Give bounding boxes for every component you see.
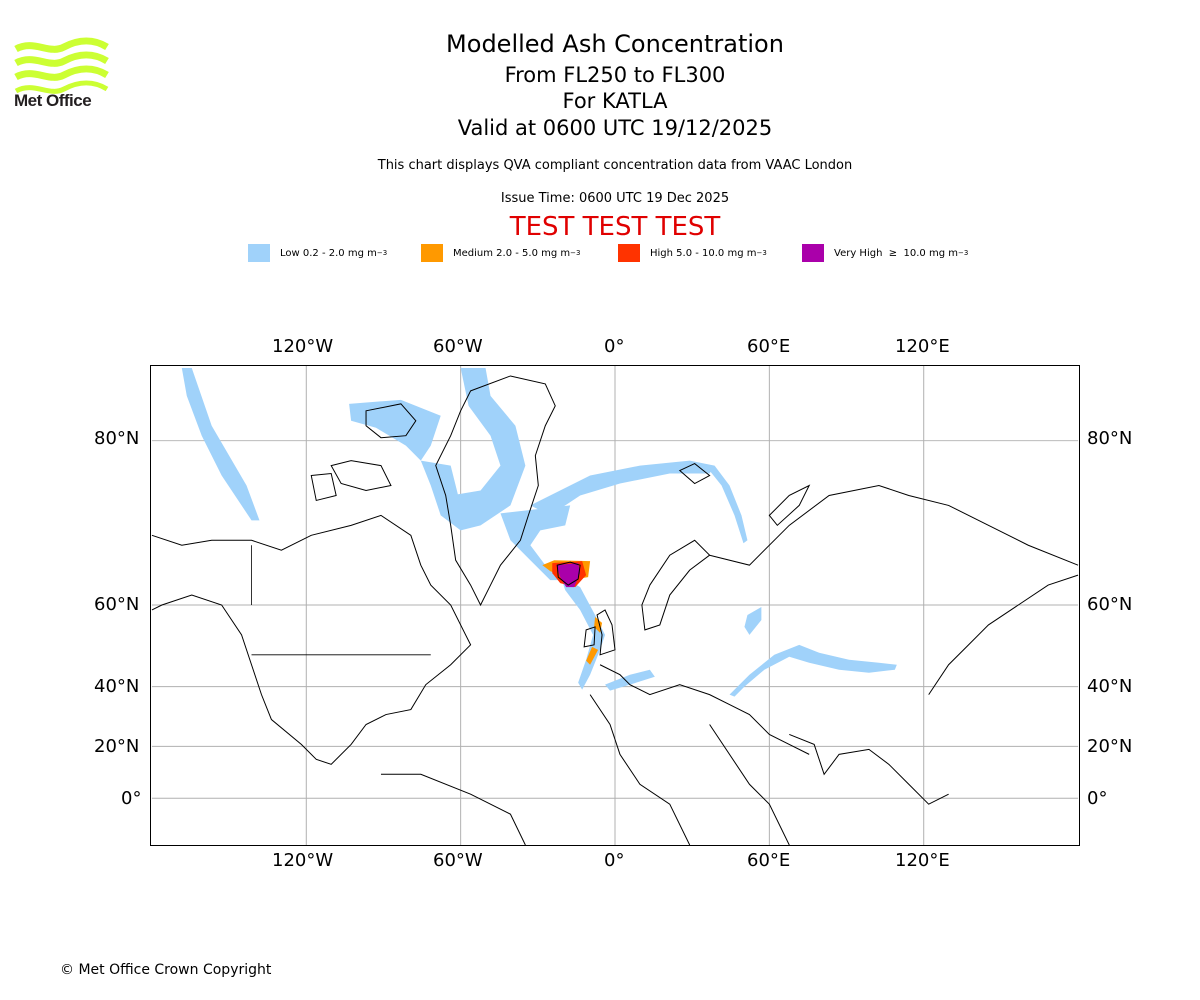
lon-tick-top: 120°W (272, 336, 334, 357)
legend-high-label: High 5.0 - 10.0 mg m (650, 247, 757, 259)
legend-very-high-swatch (802, 244, 824, 262)
lon-tick-bottom: 0° (604, 850, 625, 871)
flight-level-range: From FL250 to FL300 (504, 63, 726, 87)
lat-tick-left: 0° (121, 788, 142, 809)
chart-title: Modelled Ash Concentration (446, 30, 784, 58)
lat-tick-right: 0° (1087, 788, 1108, 809)
met-office-logo-text: Met Office (14, 91, 92, 110)
legend-high-swatch (618, 244, 640, 262)
coastlines (151, 375, 1079, 845)
ash-low-regions (181, 367, 897, 697)
legend-medium-swatch (421, 244, 443, 262)
lat-tick-left: 40°N (94, 676, 140, 697)
lat-tick-left: 60°N (94, 594, 140, 615)
legend-medium: Medium 2.0 - 5.0 mg m −3 (421, 244, 580, 262)
legend-very-high: Very High ≥ 10.0 mg m −3 (802, 244, 968, 262)
lon-tick-bottom: 120°E (895, 850, 950, 871)
volcano-name: For KATLA (562, 89, 668, 113)
test-banner: TEST TEST TEST (509, 212, 721, 242)
legend-unit-exponent: −3 (957, 249, 969, 257)
legend-unit-exponent: −3 (756, 249, 767, 257)
met-office-logo-icon (14, 37, 109, 94)
legend-high: High 5.0 - 10.0 mg m −3 (618, 244, 767, 262)
lon-tick-bottom: 120°W (272, 850, 334, 871)
legend-very-high-label: Very High ≥ 10.0 mg m (834, 247, 958, 259)
lon-tick-top: 0° (604, 336, 625, 357)
lat-tick-left: 80°N (94, 428, 140, 449)
chart-description: This chart displays QVA compliant concen… (377, 158, 853, 173)
legend-low-label: Low 0.2 - 2.0 mg m (280, 247, 377, 259)
lat-tick-right: 60°N (1087, 594, 1133, 615)
legend-unit-exponent: −3 (376, 249, 388, 257)
lat-tick-right: 20°N (1087, 736, 1133, 757)
legend-unit-exponent: −3 (570, 249, 581, 257)
lon-tick-bottom: 60°W (433, 850, 483, 871)
legend-low-swatch (248, 244, 270, 262)
valid-time: Valid at 0600 UTC 19/12/2025 (457, 116, 773, 140)
legend-low: Low 0.2 - 2.0 mg m −3 (248, 244, 387, 262)
ash-concentration-map[interactable] (150, 365, 1080, 846)
legend-medium-label: Medium 2.0 - 5.0 mg m (453, 247, 571, 259)
copyright-notice: © Met Office Crown Copyright (60, 962, 272, 978)
lat-tick-left: 20°N (94, 736, 140, 757)
lat-tick-right: 40°N (1087, 676, 1133, 697)
lon-tick-top: 60°W (433, 336, 483, 357)
map-gridlines (151, 366, 1079, 845)
lat-tick-right: 80°N (1087, 428, 1133, 449)
issue-time: Issue Time: 0600 UTC 19 Dec 2025 (500, 191, 730, 206)
lon-tick-bottom: 60°E (747, 850, 791, 871)
lon-tick-top: 60°E (747, 336, 791, 357)
lon-tick-top: 120°E (895, 336, 950, 357)
